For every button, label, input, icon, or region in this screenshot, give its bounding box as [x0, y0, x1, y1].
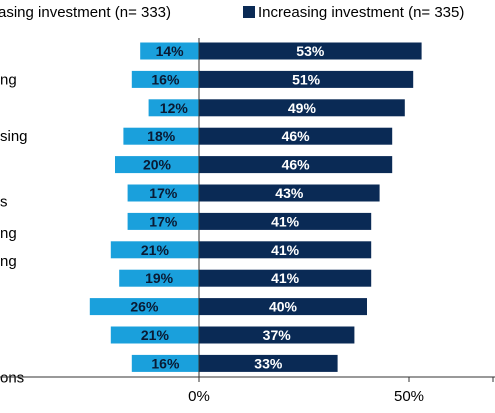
bar-decreasing-0 [140, 42, 199, 60]
bar-decreasing-5 [127, 184, 199, 202]
x-tick-label-1: 0% [188, 388, 210, 405]
bar-label-increasing-5: 43% [275, 185, 304, 201]
bar-decreasing-10 [110, 326, 199, 344]
bar-label-increasing-7: 41% [271, 242, 300, 258]
bar-label-decreasing-5: 17% [149, 185, 178, 201]
bars: 14% 16% 12% 18% 20% 17% 17% 21% 19% 26% 21% 16% 53% 5… [89, 42, 422, 372]
bar-decreasing-6 [127, 212, 199, 230]
bar-decreasing-7 [110, 241, 199, 259]
category-label-0: ng [0, 71, 17, 88]
bar-increasing-10 [199, 326, 355, 344]
bar-label-decreasing-1: 16% [151, 71, 180, 87]
bar-increasing-8 [199, 269, 372, 287]
bar-label-increasing-3: 46% [282, 128, 311, 144]
category-labels: ng sing s ng ng ons [0, 71, 28, 386]
bar-increasing-7 [199, 241, 372, 259]
bar-increasing-5 [199, 184, 380, 202]
bar-label-decreasing-7: 21% [141, 242, 170, 258]
bar-label-increasing-4: 46% [282, 157, 311, 173]
bar-decreasing-9 [89, 298, 199, 316]
bar-label-decreasing-3: 18% [147, 128, 176, 144]
bar-label-decreasing-6: 17% [149, 213, 178, 229]
bar-increasing-1 [199, 70, 414, 88]
bar-label-decreasing-11: 16% [151, 355, 180, 371]
bar-increasing-6 [199, 212, 372, 230]
bar-label-increasing-8: 41% [271, 270, 300, 286]
category-label-5: ons [0, 370, 24, 387]
bar-label-decreasing-8: 19% [145, 270, 174, 286]
bar-label-increasing-10: 37% [263, 327, 292, 343]
bar-label-increasing-6: 41% [271, 213, 300, 229]
bar-increasing-3 [199, 127, 393, 145]
legend-label-decreasing: asing investment (n= 333) [0, 4, 171, 21]
category-label-3: ng [0, 225, 17, 242]
bar-decreasing-2 [148, 99, 199, 117]
x-axis: %0%50% [0, 38, 495, 405]
bar-label-decreasing-4: 20% [143, 157, 172, 173]
bar-label-increasing-11: 33% [254, 355, 283, 371]
bar-increasing-0 [199, 42, 422, 60]
bar-label-decreasing-9: 26% [130, 299, 159, 315]
bar-decreasing-8 [119, 269, 199, 287]
category-label-2: s [0, 194, 8, 211]
bar-label-increasing-0: 53% [296, 43, 325, 59]
bar-label-decreasing-2: 12% [160, 100, 189, 116]
bar-increasing-11 [199, 354, 338, 372]
bar-label-increasing-1: 51% [292, 71, 321, 87]
bar-label-decreasing-10: 21% [141, 327, 170, 343]
legend-swatch-increasing [243, 6, 255, 18]
bar-increasing-4 [199, 156, 393, 174]
category-label-1: sing [0, 128, 28, 145]
bar-increasing-9 [199, 298, 367, 316]
bar-label-increasing-2: 49% [288, 100, 317, 116]
category-label-4: ng [0, 253, 17, 270]
x-tick-label-2: 50% [394, 388, 424, 405]
legend: asing investment (n= 333) Increasing inve… [0, 4, 464, 21]
bar-decreasing-11 [131, 354, 199, 372]
bar-label-decreasing-0: 14% [156, 43, 185, 59]
bar-decreasing-1 [131, 70, 199, 88]
bar-increasing-2 [199, 99, 405, 117]
bar-label-increasing-9: 40% [269, 299, 298, 315]
legend-label-increasing: Increasing investment (n= 335) [258, 4, 464, 21]
bar-decreasing-3 [123, 127, 199, 145]
bar-decreasing-4 [115, 156, 199, 174]
